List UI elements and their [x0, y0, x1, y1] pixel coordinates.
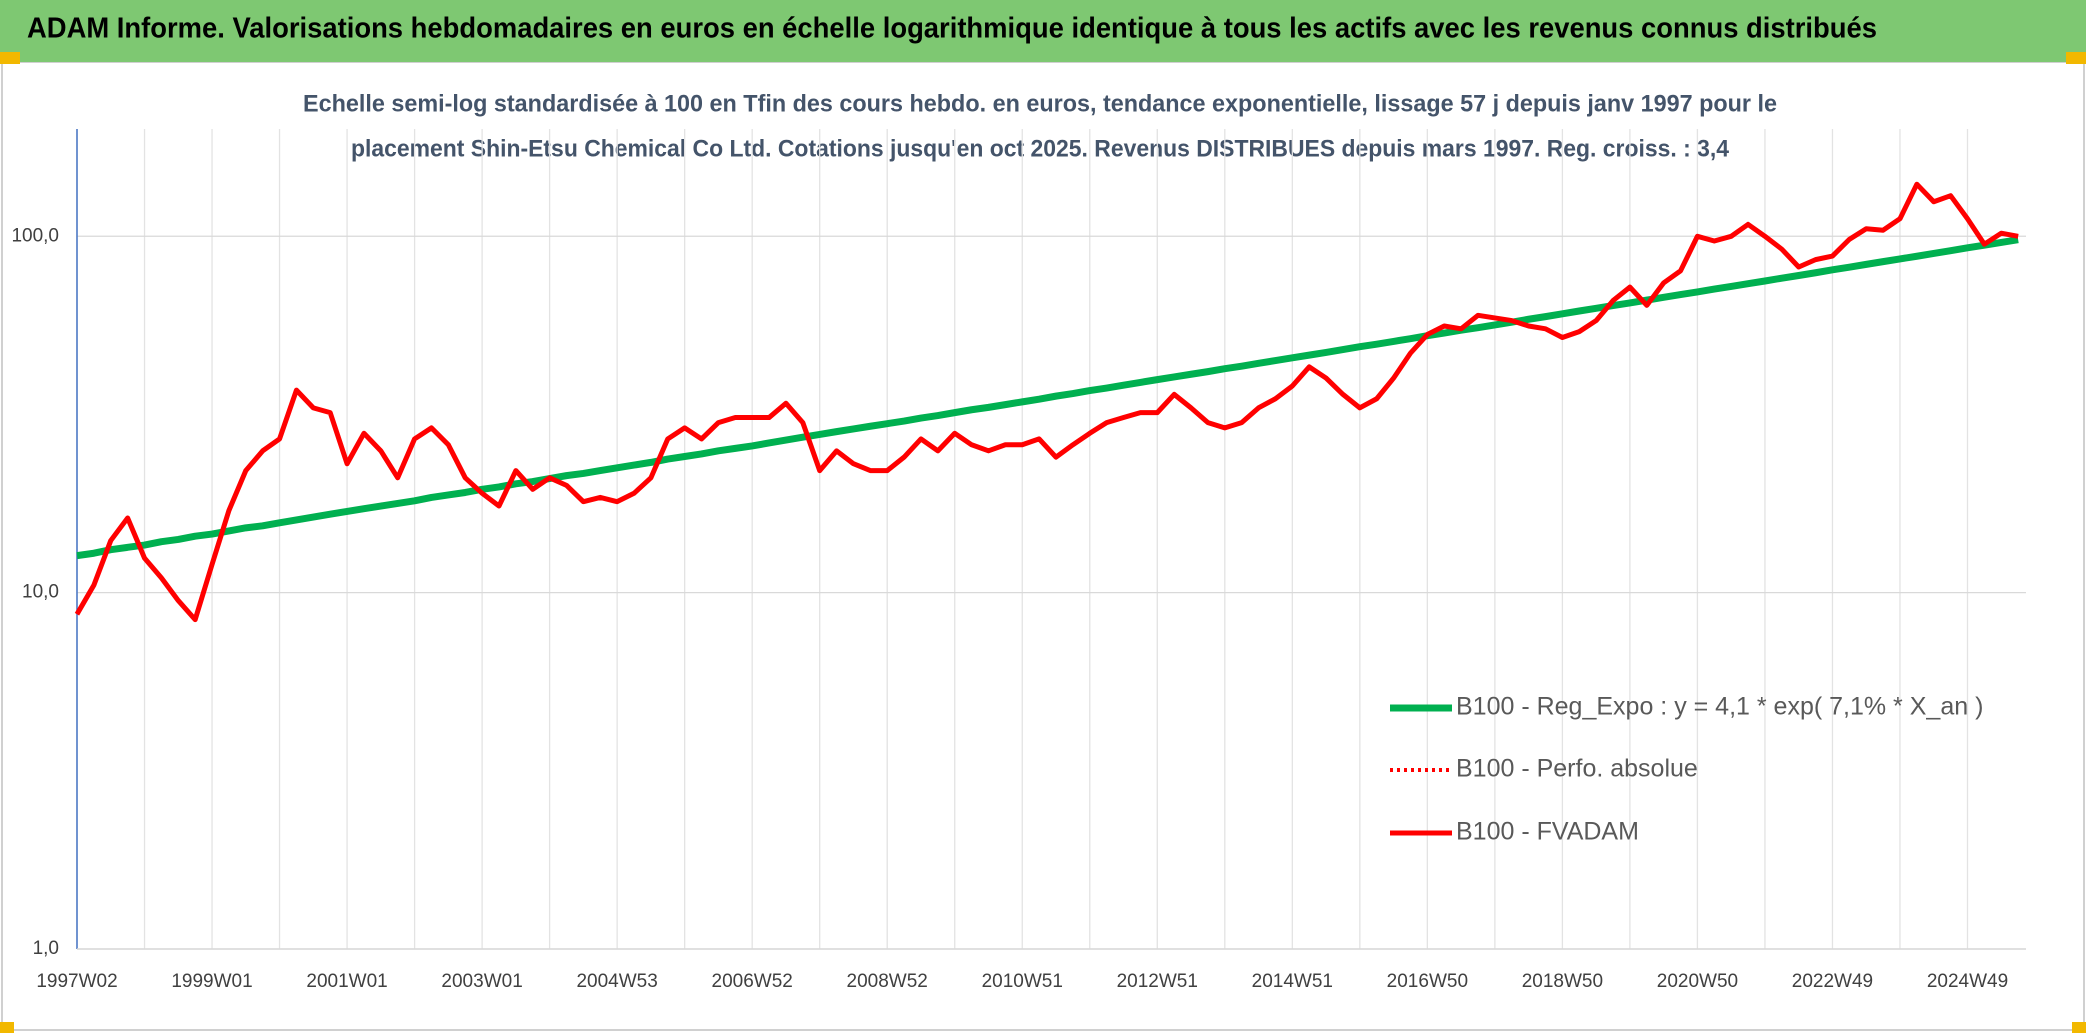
- legend-label: B100 - Reg_Expo : y = 4,1 * exp( 7,1% * …: [1456, 693, 1983, 721]
- corner: [2066, 52, 2086, 64]
- x-tick-label: 2008W52: [847, 971, 928, 992]
- x-tick-label: 2004W53: [576, 971, 657, 992]
- x-tick-label: 2012W51: [1117, 971, 1198, 992]
- corner: [2072, 1022, 2086, 1033]
- x-tick-label: 2020W50: [1657, 971, 1738, 992]
- y-tick-label: 1,0: [33, 938, 59, 959]
- x-tick-label: 2001W01: [306, 971, 387, 992]
- x-tick-label: 2010W51: [982, 971, 1063, 992]
- corner: [0, 1022, 14, 1033]
- legend-label: B100 - Perfo. absolue: [1456, 755, 1698, 783]
- x-tick-label: 1997W02: [36, 971, 117, 992]
- series-line: [74, 181, 2019, 623]
- x-tick-label: 2016W50: [1387, 971, 1468, 992]
- y-tick-label: 100,0: [11, 225, 59, 246]
- x-tick-label: 1999W01: [171, 971, 252, 992]
- x-tick-label: 2003W01: [441, 971, 522, 992]
- x-tick-label: 2022W49: [1792, 971, 1873, 992]
- x-tick-label: 2024W49: [1927, 971, 2008, 992]
- chart-subtitle: placement Shin-Etsu Chemical Co Ltd. Cot…: [351, 135, 1730, 162]
- corner: [0, 52, 20, 64]
- chart-subtitle: Echelle semi-log standardisée à 100 en T…: [303, 90, 1777, 117]
- x-tick-label: 2006W52: [712, 971, 793, 992]
- x-tick-label: 2018W50: [1522, 971, 1603, 992]
- x-tick-label: 2014W51: [1252, 971, 1333, 992]
- title-bar: [0, 0, 2086, 62]
- chart-title: ADAM Informe. Valorisations hebdomadaire…: [27, 13, 1877, 45]
- series-line: [76, 236, 2019, 560]
- legend-label: B100 - FVADAM: [1456, 818, 1639, 846]
- y-tick-label: 10,0: [22, 582, 59, 603]
